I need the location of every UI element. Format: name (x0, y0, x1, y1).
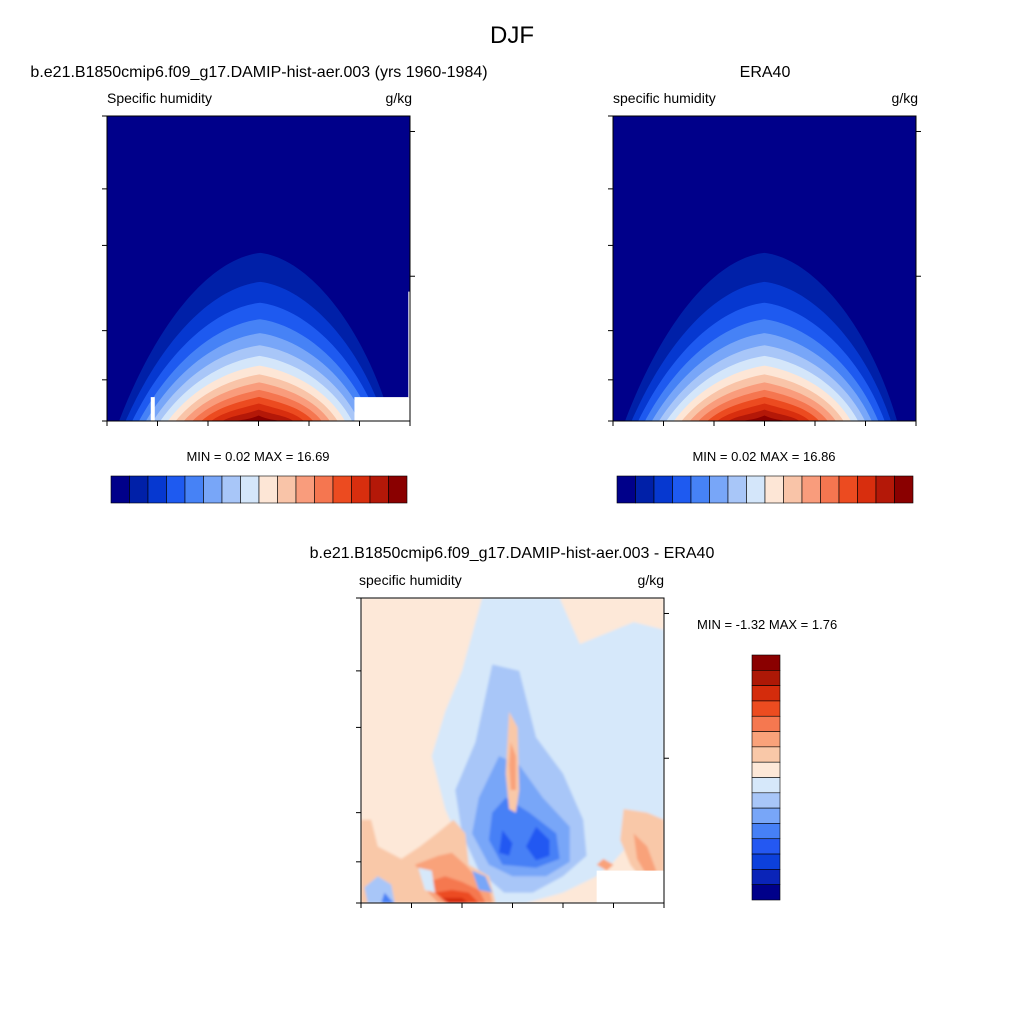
colorbar-swatch (820, 475, 840, 504)
colorbar-swatch (166, 475, 186, 504)
colorbar-swatch (746, 475, 766, 504)
panel-model-axes (102, 115, 415, 426)
contour-band (418, 867, 436, 893)
colorbar-swatch (727, 475, 747, 504)
panel-model-units: g/kg (386, 90, 412, 106)
colorbar-swatch (388, 475, 408, 504)
difference-contours (361, 598, 664, 903)
panel-model-colorbar (110, 475, 408, 504)
panel-difference-field (361, 598, 664, 903)
colorbar-swatch (894, 475, 914, 504)
colorbar-swatch (751, 761, 781, 778)
colorbar-swatch (369, 475, 389, 504)
figure-title: DJF (490, 22, 534, 49)
contour-band (236, 415, 281, 421)
colorbar-swatch (751, 654, 781, 671)
missing-data-mask (596, 870, 664, 903)
contour-band (525, 826, 550, 861)
panel-era40-stats: MIN = 0.02 MAX = 16.86 (692, 449, 835, 464)
contour-band (381, 892, 395, 903)
colorbar-swatch (764, 475, 784, 504)
contour-band (742, 415, 787, 421)
panel-era40: ERA40 specific humidity g/kg MIN = 0.02 … (608, 64, 921, 504)
colorbar-swatch (751, 853, 781, 870)
panel-difference-stats: MIN = -1.32 MAX = 1.76 (697, 617, 837, 632)
colorbar-swatch (295, 475, 315, 504)
colorbar-swatch (203, 475, 223, 504)
colorbar-swatch (751, 807, 781, 824)
missing-data-mask (354, 397, 410, 421)
colorbar-swatch (221, 475, 241, 504)
colorbar-swatch (690, 475, 710, 504)
colorbar-swatch (351, 475, 371, 504)
panel-model-field (107, 116, 410, 421)
panel-era40-field (613, 116, 916, 421)
colorbar-swatch (801, 475, 821, 504)
panel-model-left-label: Specific humidity (107, 90, 212, 106)
colorbar-swatch (110, 475, 130, 504)
contour-band (596, 858, 614, 871)
colorbar-swatch (751, 792, 781, 809)
colorbar-swatch (332, 475, 352, 504)
panel-era40-left-label: specific humidity (613, 90, 716, 106)
colorbar-swatch (314, 475, 334, 504)
colorbar-swatch (751, 869, 781, 885)
panel-era40-axes (608, 115, 921, 426)
colorbar-swatch (783, 475, 803, 504)
colorbar-swatch (240, 475, 260, 504)
colorbar-swatch (709, 475, 729, 504)
colorbar-swatch (875, 475, 895, 504)
colorbar-swatch (635, 475, 655, 504)
colorbar-swatch (857, 475, 877, 504)
missing-data-mask (408, 291, 410, 398)
colorbar-swatch (838, 475, 858, 504)
colorbar-swatch (129, 475, 149, 504)
colorbar-swatch (751, 685, 781, 702)
contour-band (441, 897, 469, 903)
contour-band (499, 830, 513, 856)
colorbar-swatch (751, 884, 781, 901)
colorbar-swatch (751, 746, 781, 763)
colorbar-swatch (751, 777, 781, 794)
panel-era40-colorbar (616, 475, 914, 504)
panel-model-stats: MIN = 0.02 MAX = 16.69 (186, 449, 329, 464)
contour-band (509, 742, 516, 790)
panel-difference-left-label: specific humidity (359, 572, 462, 588)
colorbar-swatch (751, 670, 781, 686)
colorbar-swatch (258, 475, 278, 504)
colorbar-swatch (277, 475, 297, 504)
colorbar-swatch (653, 475, 673, 504)
colorbar-swatch (184, 475, 204, 504)
colorbar-swatch (616, 475, 636, 504)
colorbar-swatch (672, 475, 692, 504)
panel-difference-colorbar (751, 654, 781, 901)
colorbar-swatch (751, 715, 781, 732)
colorbar-swatch (751, 731, 781, 748)
panel-era40-units: g/kg (892, 90, 918, 106)
panel-model-title: b.e21.B1850cmip6.f09_g17.DAMIP-hist-aer.… (30, 64, 487, 81)
missing-data-mask (150, 397, 155, 421)
panel-difference: b.e21.B1850cmip6.f09_g17.DAMIP-hist-aer.… (310, 545, 837, 908)
colorbar-swatch (751, 700, 781, 717)
contour-band (728, 409, 800, 421)
contour-band (222, 409, 294, 421)
panel-difference-title: b.e21.B1850cmip6.f09_g17.DAMIP-hist-aer.… (310, 545, 715, 562)
panel-era40-title: ERA40 (740, 64, 791, 81)
colorbar-swatch (147, 475, 167, 504)
colorbar-swatch (751, 838, 781, 855)
panel-model: b.e21.B1850cmip6.f09_g17.DAMIP-hist-aer.… (30, 64, 488, 504)
panel-difference-axes (356, 597, 669, 908)
contour-band (472, 870, 493, 893)
panel-difference-units: g/kg (638, 572, 664, 588)
colorbar-swatch (751, 823, 781, 840)
contour-band (633, 833, 658, 877)
